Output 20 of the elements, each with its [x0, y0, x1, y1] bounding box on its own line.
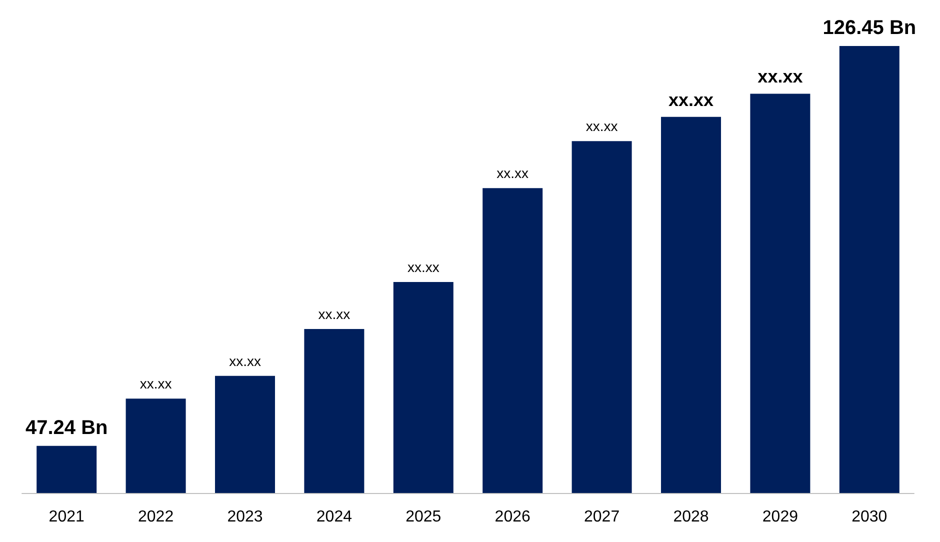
data-label: 47.24 Bn	[25, 416, 108, 439]
x-tick-label: 2030	[852, 508, 888, 526]
x-tick-label: 2026	[494, 508, 530, 526]
data-label: xx.xx	[229, 352, 261, 369]
data-label: xx.xx	[586, 118, 618, 134]
x-tick-label: 2028	[673, 508, 709, 526]
data-label: xx.xx	[496, 165, 529, 182]
x-tick-label: 2025	[406, 508, 442, 526]
x-tick-label: 2023	[227, 508, 263, 526]
data-label: xx.xx	[407, 258, 440, 275]
data-label: xx.xx	[318, 306, 350, 322]
data-label: xx.xx	[758, 66, 803, 87]
data-label: xx.xx	[668, 90, 714, 110]
data-label: xx.xx	[140, 376, 172, 392]
x-tick-label: 2029	[762, 508, 798, 526]
x-tick-label: 2027	[584, 508, 620, 526]
x-tick-label: 2022	[138, 508, 174, 526]
x-tick-label: 2024	[316, 508, 352, 526]
data-label: 126.45 Bn	[822, 17, 916, 39]
x-tick-label: 2021	[48, 508, 84, 526]
